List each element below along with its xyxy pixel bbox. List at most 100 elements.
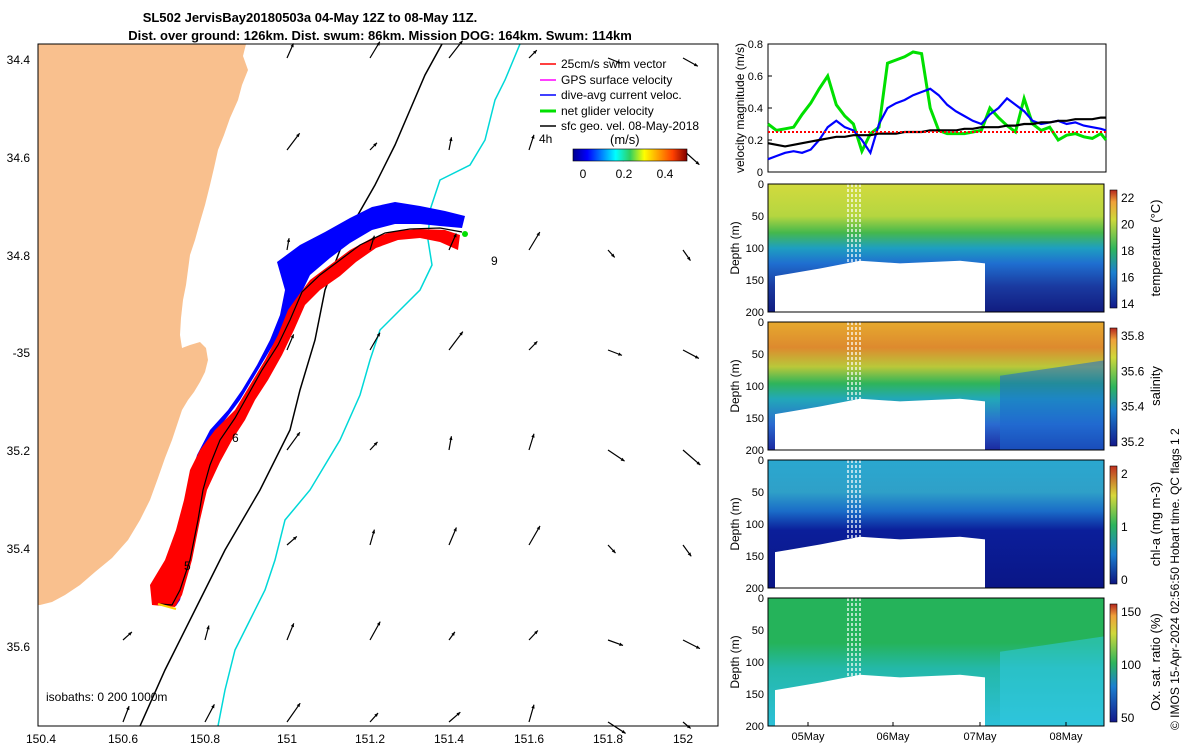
current-vector-head	[451, 631, 455, 636]
land-coastline	[38, 44, 248, 605]
section-colorbar-label: Ox. sat. ratio (%)	[1148, 613, 1163, 711]
current-vector-head	[621, 730, 626, 734]
speed-colorbar	[572, 148, 688, 162]
current-vector-head	[531, 433, 535, 438]
day-label-5: 5	[184, 559, 191, 573]
section-colorbar-tick: 50	[1121, 711, 1135, 725]
section-y-tick: 100	[746, 657, 764, 669]
section-colorbar-tick: 1	[1121, 520, 1128, 534]
isobath-1000m	[139, 44, 443, 726]
map-legend: 25cm/s swim vector GPS surface velocity …	[539, 57, 699, 181]
geostrophic-vector-field	[122, 40, 701, 734]
map-y-tick: -35	[13, 346, 31, 360]
section-y-tick: 0	[758, 455, 764, 467]
current-vector-head	[290, 334, 294, 339]
current-vector-head	[536, 231, 540, 236]
isobaths-label: isobaths: 0 200 1000m	[46, 690, 167, 704]
map-x-tick: 151	[277, 732, 297, 746]
current-vector-arrow	[286, 702, 301, 723]
current-vector-head	[371, 235, 375, 240]
section-x-tick: 08May	[1049, 731, 1083, 743]
legend-item-gps: GPS surface velocity	[561, 73, 672, 87]
section-axes	[767, 183, 1105, 313]
section-colorbar	[1109, 465, 1118, 585]
section-data-field	[1000, 636, 1104, 726]
current-vector-head	[453, 527, 457, 532]
current-vector-head	[373, 441, 378, 446]
map-panel: 9 6 5 isobaths: 0 200 1000m 25cm/s swim …	[7, 40, 719, 746]
map-y-tick: 35.2	[7, 444, 31, 458]
map-x-tick: 150.4	[26, 732, 56, 746]
velocity-y-tick: 0.6	[748, 71, 763, 83]
current-vector-head	[533, 341, 538, 346]
section-panel-salinity: 0 50 100 150 200 Depth (m) 35.2 35.4 35.6 35.8 sal…	[728, 317, 1163, 457]
current-vector-head	[296, 133, 300, 138]
map-y-tick: 34.4	[7, 53, 31, 67]
section-colorbar-tick: 35.2	[1121, 435, 1145, 449]
map-x-tick: 151.4	[434, 732, 464, 746]
section-colorbar-label: temperature (°C)	[1148, 200, 1163, 297]
section-y-tick: 150	[746, 413, 764, 425]
section-colorbar-tick: 18	[1121, 244, 1135, 258]
current-vector-head	[371, 529, 376, 534]
section-colorbar-tick: 22	[1121, 191, 1135, 205]
current-vector-head	[693, 62, 698, 67]
section-data-field	[768, 460, 1104, 588]
map-x-tick: 152	[673, 732, 693, 746]
section-y-tick: 150	[746, 275, 764, 287]
section-data-field	[1000, 360, 1104, 450]
current-vector-head	[616, 60, 621, 64]
section-ylabel: Depth (m)	[728, 221, 742, 274]
section-y-tick: 50	[752, 487, 764, 499]
colorbar-title: (m/s)	[610, 132, 640, 147]
current-vector-head	[686, 724, 691, 729]
current-vector-arrow	[682, 449, 701, 466]
current-vector-head	[618, 352, 623, 356]
section-y-tick: 150	[746, 551, 764, 563]
section-colorbar-tick: 16	[1121, 271, 1135, 285]
section-colorbar-tick: 0	[1121, 573, 1128, 587]
legend-4h: 4h	[539, 132, 552, 146]
section-x-tick: 06May	[876, 731, 910, 743]
colorbar-tick-02: 0.2	[616, 167, 633, 181]
glider-track-red	[150, 229, 460, 607]
section-y-tick: 200	[746, 583, 764, 595]
map-x-axis: 150.4 150.6 150.8 151 151.2 151.4 151.6 …	[26, 732, 693, 746]
section-y-tick: 0	[758, 593, 764, 605]
legend-item-dive-avg: dive-avg current veloc.	[561, 88, 682, 102]
legend-item-net: net glider velocity	[561, 104, 654, 118]
imos-credit: © IMOS 15-Apr-2024 02:56:50 Hobart time.…	[1168, 428, 1182, 730]
current-vector-head	[290, 623, 294, 628]
section-axes	[767, 459, 1105, 589]
current-vector-head	[531, 704, 535, 709]
section-colorbar	[1109, 189, 1118, 309]
section-y-tick: 100	[746, 243, 764, 255]
current-vector-head	[286, 238, 291, 243]
title-line-2: Dist. over ground: 126km. Dist. swum: 86…	[128, 28, 632, 43]
current-vector-head	[531, 134, 535, 139]
map-x-tick: 151.8	[593, 732, 623, 746]
section-panel-temperature: 0 50 100 150 200 Depth (m) 14 16 18 20 22 temperatu…	[728, 179, 1163, 319]
current-vector-arrow	[448, 331, 464, 351]
velocity-y-tick: 0.4	[748, 103, 763, 115]
section-colorbar-tick: 150	[1121, 605, 1141, 619]
current-vector-head	[292, 536, 297, 541]
section-y-tick: 100	[746, 381, 764, 393]
current-vector-head	[296, 432, 300, 437]
map-frame	[37, 43, 719, 727]
section-ylabel: Depth (m)	[728, 497, 742, 550]
map-x-tick: 151.2	[355, 732, 385, 746]
velocity-y-tick: 0	[757, 167, 763, 179]
glider-start-marker	[157, 603, 177, 610]
section-data-field	[768, 184, 1104, 312]
map-y-tick: 35.4	[7, 542, 31, 556]
current-vector-arrow	[528, 525, 541, 546]
section-colorbar-tick: 100	[1121, 658, 1141, 672]
section-colorbar-tick: 14	[1121, 297, 1135, 311]
velocity-axes	[767, 43, 1107, 173]
section-x-tick: 05May	[791, 731, 825, 743]
current-vector-head	[695, 645, 700, 649]
velocity-series-sfc-geo-vel-	[767, 116, 1106, 148]
